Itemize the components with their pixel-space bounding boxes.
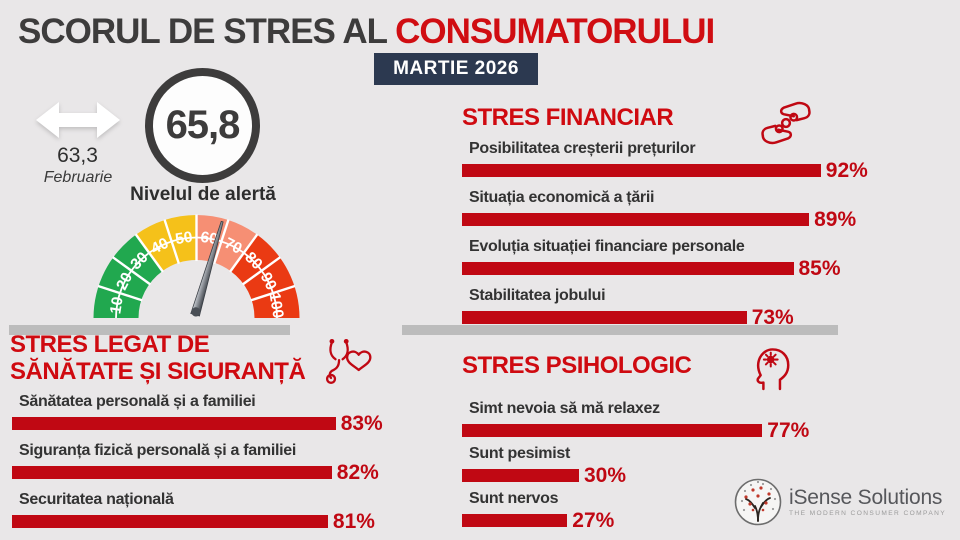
health-bars: Sănătatea personală și a familiei 83% Sigu… xyxy=(12,392,440,533)
title-highlight: CONSUMATORULUI xyxy=(395,12,715,51)
title-dark: SCORUL DE STRES AL xyxy=(18,12,387,51)
bar xyxy=(462,262,794,275)
bar-percent: 81% xyxy=(332,510,375,533)
logo-name: iSense Solutions xyxy=(789,486,943,509)
page-title: SCORUL DE STRES AL CONSUMATORULUI xyxy=(18,12,715,52)
bar-percent: 82% xyxy=(336,461,379,484)
psychological-bars: Simt nevoia să mă relaxez 77% Sunt pesimis… xyxy=(462,399,892,532)
bar-item: Stabilitatea jobului 73% xyxy=(462,286,894,329)
bar-item: Sunt pesimist 30% xyxy=(462,444,892,487)
previous-score-value: 63,3 xyxy=(57,144,98,167)
gauge-tick-label: 40 xyxy=(148,235,171,258)
gauge-tick-label: 100 xyxy=(266,291,287,319)
stethoscope-heart-icon xyxy=(323,337,373,390)
company-logo: iSense Solutions THE MODERN CONSUMER COM… xyxy=(733,477,953,527)
section-health-title: STRES LEGAT DE SĂNĂTATE ȘI SIGURANȚĂ xyxy=(10,331,306,385)
bar-percent: 73% xyxy=(751,306,794,329)
bar-label: Siguranța fizică personală și a familiei xyxy=(19,442,296,459)
bar-item: Sănătatea personală și a familiei 83% xyxy=(12,392,440,435)
bar xyxy=(12,417,336,430)
bar-percent: 89% xyxy=(814,208,857,231)
bar xyxy=(462,311,747,324)
gauge-needle xyxy=(190,220,224,317)
gauge-tick-label: 10 xyxy=(107,296,126,316)
section-psychological: STRES PSIHOLOGIC Simt nevoia să mă relax… xyxy=(462,348,892,534)
bar-label: Sunt pesimist xyxy=(469,445,571,462)
bar xyxy=(462,514,568,527)
bar xyxy=(462,469,579,482)
section-financial: STRES FINANCIAR Posibilitatea creșterii … xyxy=(462,101,894,335)
bar-item: Posibilitatea creșterii prețurilor 92% xyxy=(462,139,894,182)
bar-percent: 83% xyxy=(340,412,383,435)
bar xyxy=(462,213,810,226)
score-circle: 65,8 xyxy=(145,68,260,183)
section-health: STRES LEGAT DE SĂNĂTATE ȘI SIGURANȚĂ Sănă… xyxy=(10,331,440,539)
bar-item: Sunt nervos 27% xyxy=(462,489,892,532)
bar xyxy=(12,466,332,479)
bar-item: Situația economică a țării 89% xyxy=(462,188,894,231)
gauge-tick-label: 20 xyxy=(113,270,136,293)
bar xyxy=(462,424,763,437)
bar-label: Evoluția situației financiare personale xyxy=(469,238,745,255)
score-caption: Nivelul de alertă xyxy=(130,184,276,205)
bar-label: Securitatea națională xyxy=(19,491,174,508)
bar-percent: 85% xyxy=(798,257,841,280)
logo-text: iSense Solutions THE MODERN CONSUMER COM… xyxy=(789,486,947,518)
bar-item: Siguranța fizică personală și a familiei… xyxy=(12,441,440,484)
gauge-tick-label: 50 xyxy=(174,229,194,248)
divider-left xyxy=(9,325,290,335)
bar-percent: 77% xyxy=(767,419,810,442)
bar-item: Simt nevoia să mă relaxez 77% xyxy=(462,399,892,442)
bar-label: Posibilitatea creșterii prețurilor xyxy=(469,140,696,157)
bar-label: Situația economică a țării xyxy=(469,189,655,206)
logo-tagline: THE MODERN CONSUMER COMPANY xyxy=(789,510,947,517)
bar-percent: 92% xyxy=(825,159,868,182)
financial-bars: Posibilitatea creșterii prețurilor 92% Sit… xyxy=(462,139,894,329)
previous-score-arrow xyxy=(36,100,120,145)
bar xyxy=(462,164,821,177)
previous-score-month: Februarie xyxy=(43,169,113,186)
bar-item: Securitatea națională 81% xyxy=(12,490,440,533)
gauge-tick-label: 90 xyxy=(257,270,280,293)
bar-item: Evoluția situației financiare personale 8… xyxy=(462,237,894,280)
bar-label: Sănătatea personală și a familiei xyxy=(19,393,256,410)
head-gear-icon xyxy=(745,340,791,397)
bar-label: Simt nevoia să mă relaxez xyxy=(469,400,660,417)
bar-percent: 30% xyxy=(584,464,627,487)
section-financial-title: STRES FINANCIAR xyxy=(462,104,674,131)
bar-label: Sunt nervos xyxy=(469,490,559,507)
bar-label: Stabilitatea jobului xyxy=(469,287,606,304)
section-psychological-title: STRES PSIHOLOGIC xyxy=(462,352,692,379)
score-value: 65,8 xyxy=(165,103,241,147)
month-badge: MARTIE 2026 xyxy=(374,53,538,85)
bar-percent: 27% xyxy=(572,509,615,532)
gauge-tick-label: 70 xyxy=(222,235,245,258)
isense-tree-icon xyxy=(734,478,782,526)
divider-right xyxy=(402,325,838,335)
bar xyxy=(12,515,328,528)
hands-money-icon xyxy=(757,96,815,155)
double-arrow-icon xyxy=(36,102,120,138)
